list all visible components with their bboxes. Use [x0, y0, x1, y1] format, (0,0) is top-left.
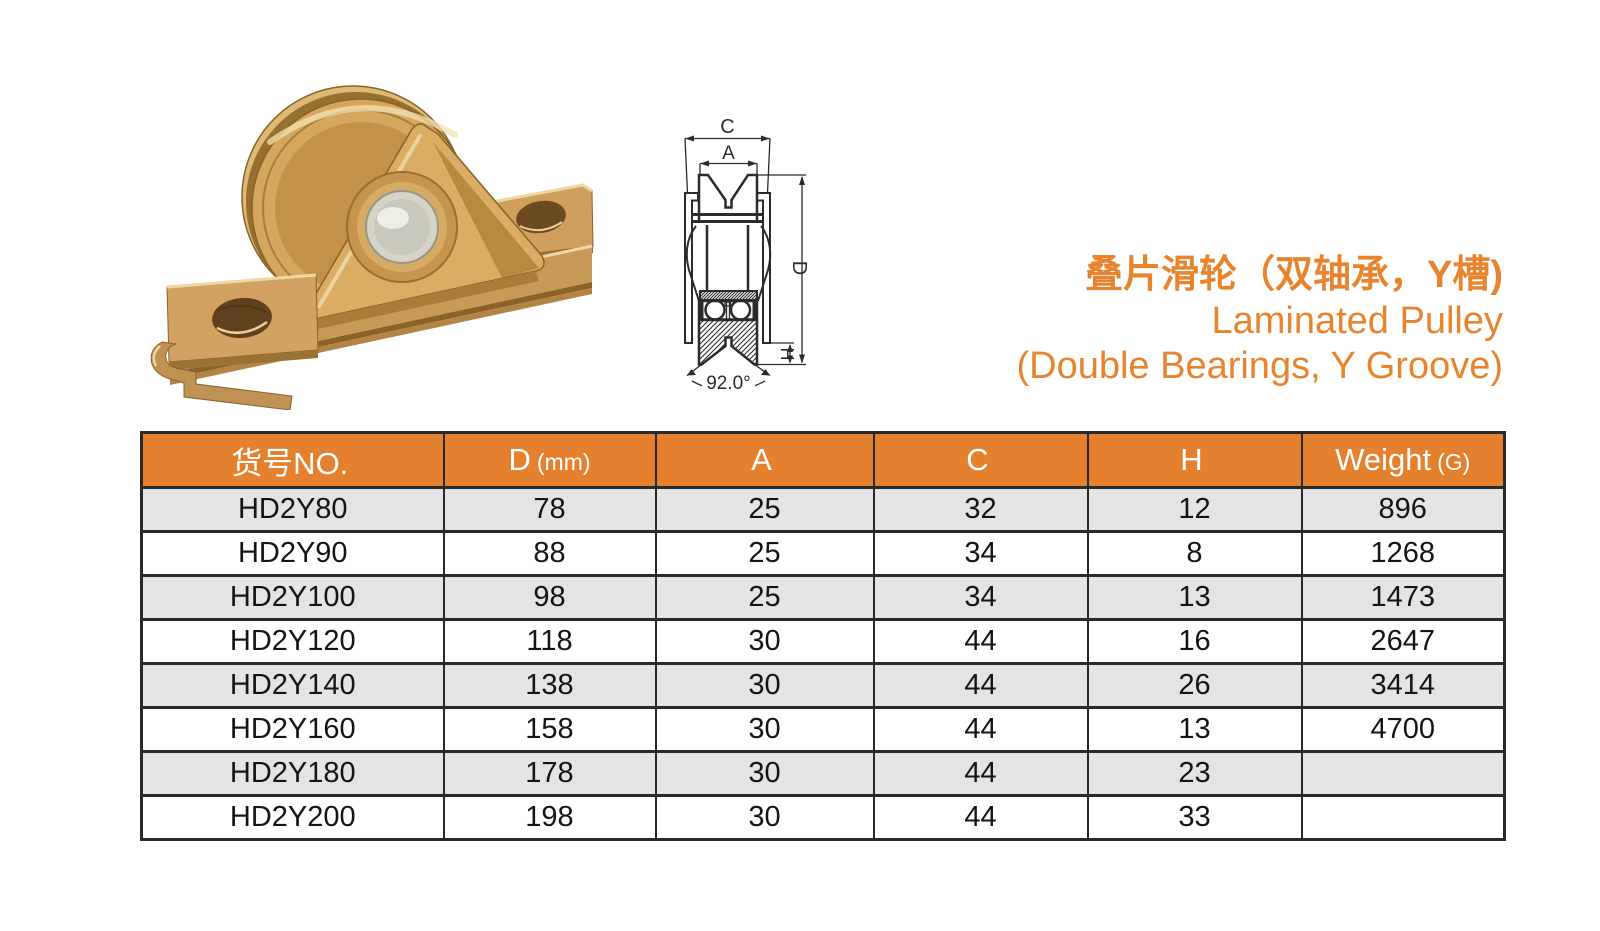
product-title-zh: 叠片滑轮（双轴承，Y槽): [1084, 254, 1503, 296]
header-item-no: 货号NO.: [140, 431, 445, 489]
header-weight: Weight (G): [1300, 431, 1506, 489]
table-cell: 44: [872, 662, 1089, 709]
table-cell: 44: [872, 618, 1089, 665]
table-cell: 44: [872, 794, 1089, 841]
dimension-D: D: [757, 174, 810, 366]
table-cell: HD2Y90: [140, 530, 445, 577]
header-c: C: [872, 431, 1089, 489]
dimension-label-D: D: [788, 261, 810, 275]
table-cell: 30: [654, 662, 875, 709]
table-cell: 2647: [1300, 618, 1506, 665]
table-cell: 34: [872, 530, 1089, 577]
table-cell: HD2Y180: [140, 750, 445, 797]
dimension-label-A: A: [722, 143, 735, 164]
table-cell: 198: [442, 794, 657, 841]
rail-channel: [150, 341, 293, 410]
table-row: HD2Y140 138 30 44 26 3414: [140, 662, 1506, 709]
table-cell: 98: [442, 574, 657, 621]
table-cell: HD2Y80: [140, 486, 445, 533]
table-cell: 118: [442, 618, 657, 665]
spec-table: 货号NO. D (mm) A C H Weight (G) HD2Y80 78 25 32…: [140, 431, 1506, 841]
spec-table-header-row: 货号NO. D (mm) A C H Weight (G): [140, 431, 1506, 489]
table-row: HD2Y80 78 25 32 12 896: [140, 486, 1506, 533]
table-cell: 3414: [1300, 662, 1506, 709]
table-cell: HD2Y160: [140, 706, 445, 753]
left-mount-tab: [166, 273, 319, 370]
dimension-label-H: H: [777, 348, 797, 361]
dimension-label-C: C: [720, 116, 734, 138]
table-cell: 138: [442, 662, 657, 709]
table-cell: 30: [654, 706, 875, 753]
table-cell: 16: [1086, 618, 1303, 665]
product-photo: [150, 85, 594, 410]
table-row: HD2Y100 98 25 34 13 1473: [140, 574, 1506, 621]
table-cell: 25: [654, 530, 875, 577]
table-cell: 23: [1086, 750, 1303, 797]
table-cell: 33: [1086, 794, 1303, 841]
product-title-en-line1: Laminated Pulley: [1211, 300, 1503, 342]
dimension-A: A: [699, 143, 758, 175]
table-row: HD2Y120 118 30 44 16 2647: [140, 618, 1506, 665]
table-cell: 896: [1300, 486, 1506, 533]
table-cell: 13: [1086, 706, 1303, 753]
table-cell: HD2Y100: [140, 574, 445, 621]
header-h: H: [1086, 431, 1303, 489]
table-cell: 44: [872, 750, 1089, 797]
dimension-H: H: [770, 342, 797, 364]
groove-angle: 92.0°: [686, 363, 771, 394]
table-cell: 8: [1086, 530, 1303, 577]
dimension-C: C: [684, 116, 771, 194]
table-cell: HD2Y200: [140, 794, 445, 841]
table-cell: 178: [442, 750, 657, 797]
cross-section-diagram: C A: [684, 116, 810, 394]
table-cell: 4700: [1300, 706, 1506, 753]
axle-cap: [365, 190, 439, 264]
table-cell: 25: [654, 574, 875, 621]
bearings: [697, 299, 759, 321]
table-cell: [1300, 794, 1506, 841]
table-cell: 30: [654, 794, 875, 841]
table-cell: HD2Y120: [140, 618, 445, 665]
table-cell: 34: [872, 574, 1089, 621]
hatch-strip: [699, 290, 758, 301]
table-cell: 1473: [1300, 574, 1506, 621]
table-cell: 26: [1086, 662, 1303, 709]
product-title-en-line2: (Double Bearings, Y Groove): [1016, 345, 1503, 387]
table-cell: 30: [654, 618, 875, 665]
spec-table-body: HD2Y80 78 25 32 12 896 HD2Y90 88 25 34 8 1268 HD2Y10…: [140, 486, 1506, 841]
header-a: A: [654, 431, 875, 489]
table-cell: 13: [1086, 574, 1303, 621]
table-cell: 32: [872, 486, 1089, 533]
title-block: 叠片滑轮（双轴承，Y槽) Laminated Pulley (Double Be…: [1016, 252, 1503, 389]
table-cell: [1300, 750, 1506, 797]
table-cell: 25: [654, 486, 875, 533]
table-row: HD2Y90 88 25 34 8 1268: [140, 530, 1506, 577]
table-cell: 88: [442, 530, 657, 577]
table-row: HD2Y200 198 30 44 33: [140, 794, 1506, 841]
header-d-mm: D (mm): [442, 431, 657, 489]
table-row: HD2Y180 178 30 44 23: [140, 750, 1506, 797]
table-cell: 1268: [1300, 530, 1506, 577]
table-cell: 158: [442, 706, 657, 753]
groove-angle-label: 92.0°: [706, 373, 751, 394]
table-cell: 78: [442, 486, 657, 533]
table-row: HD2Y160 158 30 44 13 4700: [140, 706, 1506, 753]
table-cell: 30: [654, 750, 875, 797]
table-cell: 12: [1086, 486, 1303, 533]
table-cell: HD2Y140: [140, 662, 445, 709]
table-cell: 44: [872, 706, 1089, 753]
